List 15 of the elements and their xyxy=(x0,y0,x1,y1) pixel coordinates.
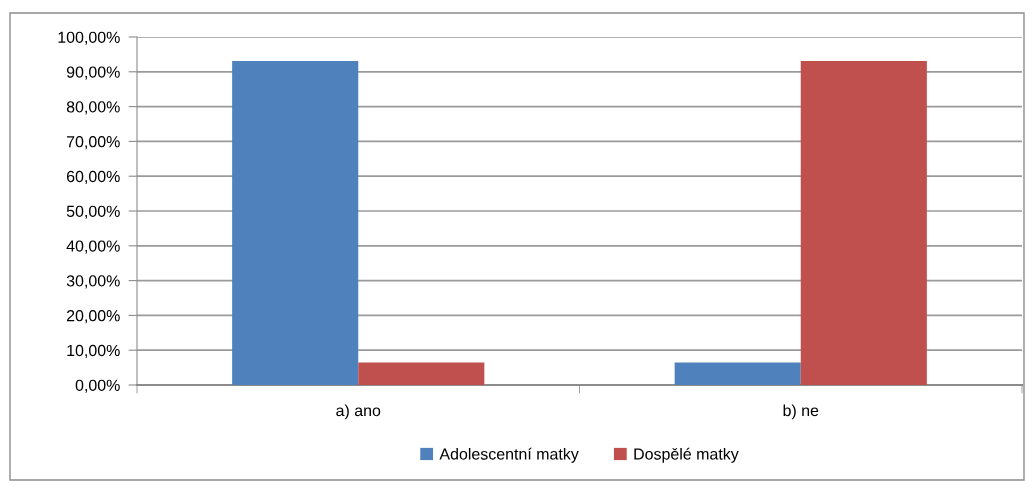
y-tick-label: 40,00% xyxy=(66,240,120,254)
y-tick-label: 60,00% xyxy=(66,170,120,185)
y-tick-label: 20,00% xyxy=(66,310,120,324)
x-tick-label: a) ano xyxy=(336,404,381,420)
y-tick-label: 30,00% xyxy=(66,275,120,289)
legend-label: Adolescentní matky xyxy=(439,447,579,463)
y-tick-label: 50,00% xyxy=(66,205,120,219)
y-tick-label: 100,00% xyxy=(58,31,120,45)
y-tick-label: 0,00% xyxy=(75,379,120,393)
y-tick-label: 70,00% xyxy=(66,136,120,150)
x-tick-label: b) ne xyxy=(783,404,819,420)
y-tick-label: 80,00% xyxy=(66,101,120,115)
y-tick-label: 90,00% xyxy=(66,66,120,80)
y-tick-label: 10,00% xyxy=(67,344,120,359)
legend-label: Dospělé matky xyxy=(634,447,739,463)
